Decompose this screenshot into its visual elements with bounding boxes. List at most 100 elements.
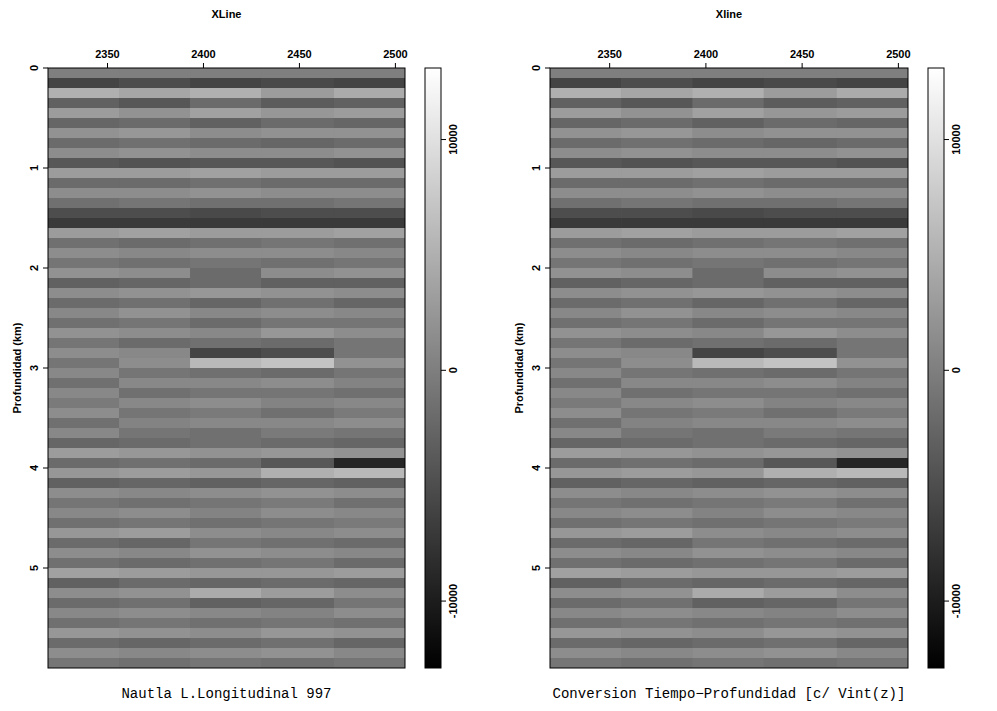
cell bbox=[190, 448, 262, 459]
cell bbox=[119, 418, 191, 429]
cell bbox=[190, 468, 262, 479]
cell bbox=[334, 428, 405, 439]
cell bbox=[48, 208, 120, 219]
cell bbox=[334, 558, 405, 569]
cell bbox=[334, 498, 405, 509]
cell bbox=[190, 78, 262, 89]
cell bbox=[837, 308, 908, 319]
cell bbox=[48, 648, 120, 659]
cell bbox=[621, 538, 693, 549]
cell bbox=[48, 638, 120, 649]
cell bbox=[621, 128, 693, 139]
cell bbox=[334, 308, 405, 319]
cell bbox=[837, 108, 908, 119]
cell bbox=[550, 248, 622, 259]
cell bbox=[837, 418, 908, 429]
colorbar-tick-label: 10000 bbox=[950, 124, 962, 155]
cell bbox=[119, 628, 191, 639]
x-tick-label: 2450 bbox=[790, 48, 814, 60]
cell bbox=[261, 298, 334, 309]
cell bbox=[621, 298, 693, 309]
cell bbox=[119, 138, 191, 149]
cell bbox=[334, 148, 405, 159]
cell bbox=[621, 208, 693, 219]
cell bbox=[550, 68, 622, 79]
cell bbox=[692, 318, 764, 329]
cell bbox=[119, 618, 191, 629]
cell bbox=[764, 518, 838, 529]
cell bbox=[764, 648, 838, 659]
cell bbox=[334, 88, 405, 99]
cell bbox=[837, 218, 908, 229]
cell bbox=[190, 358, 262, 369]
cell bbox=[334, 338, 405, 349]
cell bbox=[837, 528, 908, 539]
cell bbox=[764, 198, 838, 209]
x-axis-title: Xline bbox=[716, 8, 742, 20]
cell bbox=[621, 188, 693, 199]
cell bbox=[692, 108, 764, 119]
cell bbox=[764, 308, 838, 319]
cell bbox=[692, 438, 764, 449]
cell bbox=[550, 638, 622, 649]
cell bbox=[119, 598, 191, 609]
cell bbox=[837, 318, 908, 329]
cell bbox=[48, 258, 120, 269]
cell bbox=[550, 318, 622, 329]
cell bbox=[764, 608, 838, 619]
cell bbox=[261, 88, 334, 99]
cell bbox=[119, 328, 191, 339]
cell bbox=[261, 158, 334, 169]
cell bbox=[764, 68, 838, 79]
cell bbox=[621, 528, 693, 539]
cell bbox=[692, 538, 764, 549]
cell bbox=[48, 68, 120, 79]
cell bbox=[621, 478, 693, 489]
cell bbox=[764, 268, 838, 279]
cell bbox=[48, 228, 120, 239]
cell bbox=[837, 608, 908, 619]
cell bbox=[837, 568, 908, 579]
cell bbox=[261, 398, 334, 409]
cell bbox=[550, 308, 622, 319]
cell bbox=[119, 198, 191, 209]
cell bbox=[621, 428, 693, 439]
cell bbox=[261, 578, 334, 589]
cell bbox=[190, 608, 262, 619]
cell bbox=[764, 418, 838, 429]
cell bbox=[190, 328, 262, 339]
cell bbox=[261, 328, 334, 339]
cells bbox=[48, 68, 405, 668]
cell bbox=[621, 418, 693, 429]
cell bbox=[190, 638, 262, 649]
cell bbox=[48, 608, 120, 619]
cell bbox=[119, 288, 191, 299]
cell bbox=[550, 478, 622, 489]
panel: 2350240024502500XLine012345Profundidad (… bbox=[11, 8, 459, 702]
cell bbox=[837, 478, 908, 489]
cell bbox=[764, 168, 838, 179]
cell bbox=[837, 338, 908, 349]
cell bbox=[334, 318, 405, 329]
cell bbox=[190, 278, 262, 289]
cell bbox=[190, 548, 262, 559]
cell bbox=[692, 468, 764, 479]
cell bbox=[550, 78, 622, 89]
panel-title: Nautla L.Longitudinal 997 bbox=[121, 686, 331, 702]
cell bbox=[764, 458, 838, 469]
x-tick bbox=[299, 63, 300, 68]
cell bbox=[621, 348, 693, 359]
plot-background bbox=[550, 68, 908, 668]
cell bbox=[334, 578, 405, 589]
cell bbox=[261, 118, 334, 129]
cell bbox=[550, 468, 622, 479]
cell bbox=[261, 488, 334, 499]
plot-frame bbox=[550, 68, 908, 668]
cell bbox=[334, 298, 405, 309]
x-tick bbox=[802, 63, 803, 68]
cell bbox=[48, 528, 120, 539]
cell bbox=[261, 268, 334, 279]
x-tick bbox=[898, 63, 899, 68]
cell bbox=[119, 658, 191, 668]
cell bbox=[692, 408, 764, 419]
